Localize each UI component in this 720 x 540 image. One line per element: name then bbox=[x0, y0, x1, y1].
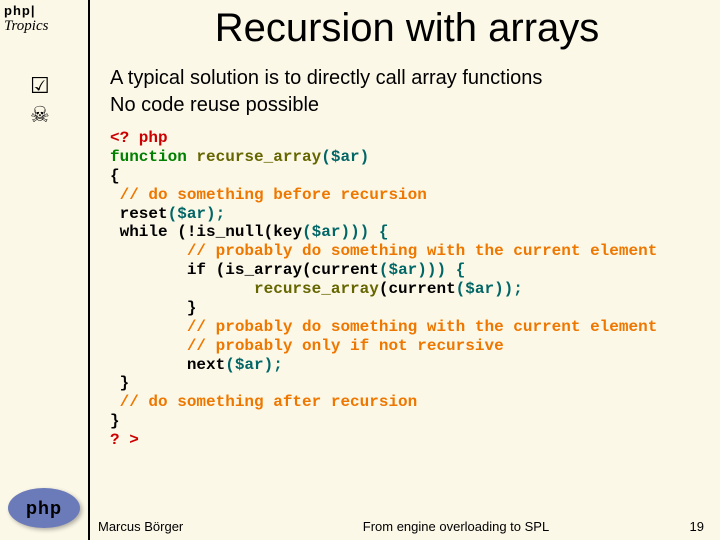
brace-close: } bbox=[110, 374, 129, 392]
if-rest: ($ar))) { bbox=[379, 261, 465, 279]
point-2: No code reuse possible bbox=[110, 92, 708, 119]
comment: // probably do something with the curren… bbox=[110, 242, 657, 260]
funcname: recurse_array bbox=[187, 148, 321, 166]
paren: ( bbox=[264, 223, 274, 241]
bullet-points: A typical solution is to directly call a… bbox=[98, 65, 716, 119]
current: current bbox=[312, 261, 379, 279]
comment: // do something after recursion bbox=[110, 393, 417, 411]
while-rest: ($ar))) { bbox=[302, 223, 388, 241]
key-call: key bbox=[273, 223, 302, 241]
isarray: is_array bbox=[225, 261, 302, 279]
footer-page: 19 bbox=[664, 519, 704, 534]
recurse-call: recurse_array bbox=[110, 280, 379, 298]
comment: // probably only if not recursive bbox=[110, 337, 504, 355]
next-arg: ($ar); bbox=[225, 356, 283, 374]
footer-author: Marcus Börger bbox=[98, 519, 248, 534]
tropics-logo: php| Tropics bbox=[4, 4, 48, 35]
bullet-icons: ☑ ☠ bbox=[30, 72, 50, 129]
paren: ( bbox=[216, 261, 226, 279]
code-block: <? php function recurse_array($ar) { // … bbox=[98, 119, 716, 450]
comment: // probably do something with the curren… bbox=[110, 318, 657, 336]
code-close-tag: ? > bbox=[110, 431, 139, 449]
paren: ( bbox=[379, 280, 389, 298]
code-open-tag: <? php bbox=[110, 129, 168, 147]
while-open: (! bbox=[177, 223, 196, 241]
point-1: A typical solution is to directly call a… bbox=[110, 65, 708, 92]
footer-title: From engine overloading to SPL bbox=[248, 519, 664, 534]
recurse-arg: ($ar)); bbox=[456, 280, 523, 298]
comment: // do something before recursion bbox=[110, 186, 427, 204]
logo-line1: php| bbox=[4, 4, 48, 18]
slide-title: Recursion with arrays bbox=[98, 0, 716, 59]
php-logo-oval: php bbox=[8, 488, 80, 528]
next-call: next bbox=[110, 356, 225, 374]
while-kw: while bbox=[110, 223, 177, 241]
logo-line2: Tropics bbox=[4, 18, 48, 35]
skull-icon: ☠ bbox=[30, 101, 50, 130]
check-icon: ☑ bbox=[30, 72, 50, 101]
if-kw: if bbox=[110, 261, 216, 279]
paren: ( bbox=[302, 261, 312, 279]
reset-call: reset bbox=[110, 205, 168, 223]
main-content: Recursion with arrays A typical solution… bbox=[98, 0, 716, 540]
brace-close: } bbox=[110, 299, 196, 317]
paramlist: ($ar) bbox=[321, 148, 369, 166]
brace-open: { bbox=[110, 167, 120, 185]
footer: Marcus Börger From engine overloading to… bbox=[98, 519, 716, 534]
brace-close: } bbox=[110, 412, 120, 430]
current: current bbox=[388, 280, 455, 298]
sidebar: php| Tropics ☑ ☠ php bbox=[0, 0, 90, 540]
reset-arg: ($ar); bbox=[168, 205, 226, 223]
isnull: is_null bbox=[196, 223, 263, 241]
kw-function: function bbox=[110, 148, 187, 166]
php-logo-text: php bbox=[26, 498, 62, 519]
